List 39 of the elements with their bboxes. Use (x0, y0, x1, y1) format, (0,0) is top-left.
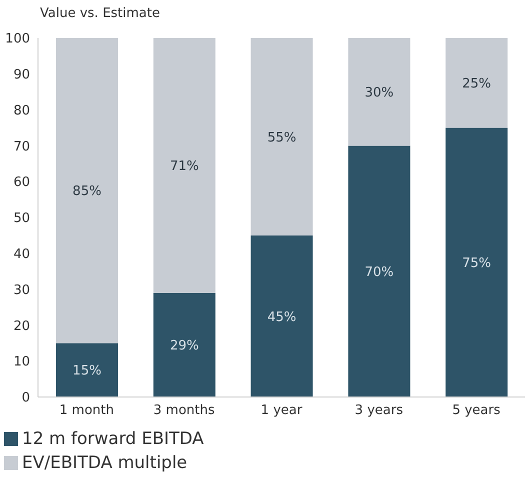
data-label: 55% (267, 130, 296, 146)
data-label: 15% (72, 364, 102, 379)
legend-label: 12 m forward EBITDA (22, 429, 204, 449)
data-label: 45% (267, 310, 296, 325)
data-label: 71% (170, 159, 199, 174)
x-tick-label: 3 years (354, 403, 404, 418)
x-tick-label: 3 months (153, 403, 216, 418)
y-tick-label: 70 (13, 139, 30, 154)
bar (153, 38, 216, 293)
bar (446, 38, 508, 128)
data-label: 30% (364, 85, 394, 100)
y-tick-label: 90 (13, 68, 30, 83)
data-label: 75% (462, 256, 492, 271)
bar (446, 128, 508, 397)
bar (153, 292, 216, 397)
y-tick-label: 20 (13, 318, 30, 334)
y-tick-label: 30 (13, 282, 30, 298)
y-tick-label: 80 (13, 103, 30, 118)
data-label: 85% (72, 184, 102, 200)
data-label: 29% (170, 338, 199, 354)
bar (56, 343, 118, 397)
data-label: 70% (364, 264, 394, 280)
y-tick-label: 50 (13, 211, 30, 226)
y-tick-label: 100 (5, 32, 30, 47)
bar (56, 38, 118, 344)
y-tick-label: 40 (13, 247, 30, 262)
x-tick-label: 1 month (59, 403, 114, 418)
y-tick-label: 0 (22, 390, 30, 406)
chart-title: Value vs. Estimate (40, 6, 160, 21)
x-tick-label: 5 years (452, 403, 501, 418)
bar (250, 235, 313, 397)
data-label: 25% (462, 76, 492, 92)
x-tick-label: 1 year (260, 403, 303, 418)
bar (348, 146, 410, 397)
y-tick-label: 60 (13, 175, 30, 190)
bar (250, 38, 313, 236)
legend-label: EV/EBITDA multiple (22, 453, 188, 473)
y-tick-label: 10 (13, 354, 30, 370)
bar (348, 38, 410, 146)
